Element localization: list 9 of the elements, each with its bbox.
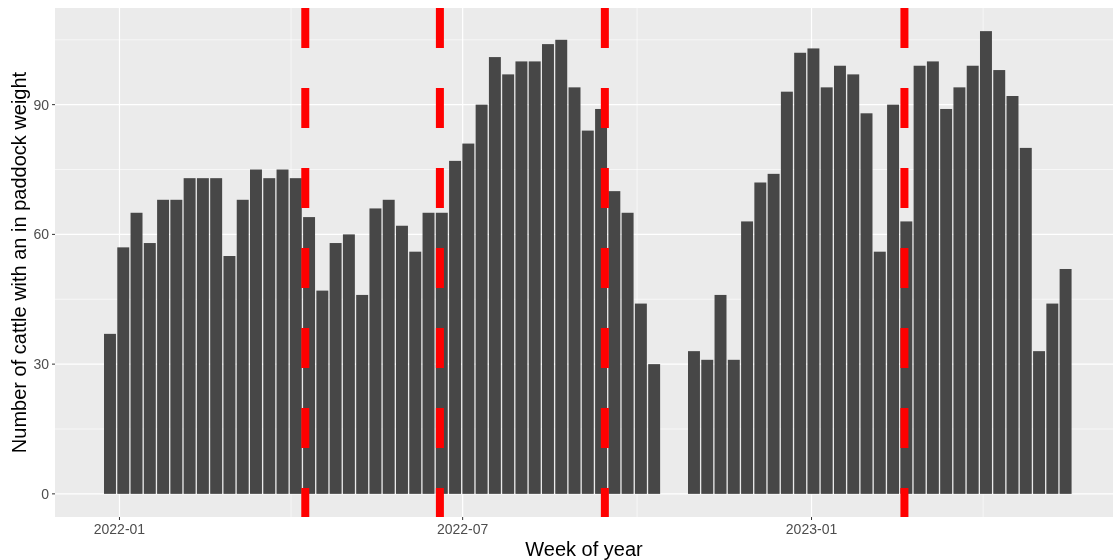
y-axis-title: Number of cattle with an in paddock weight [8,71,30,454]
y-tick-label: 60 [33,226,50,243]
x-tick-label: 2022-07 [436,521,489,537]
y-tick-label: 0 [41,485,50,502]
x-axis-title: Week of year [525,538,644,560]
y-tick-label: 30 [33,356,50,373]
x-tick-label: 2023-01 [785,521,838,537]
y-tick-label: 90 [33,96,50,113]
x-tick-label: 2022-01 [93,521,146,537]
